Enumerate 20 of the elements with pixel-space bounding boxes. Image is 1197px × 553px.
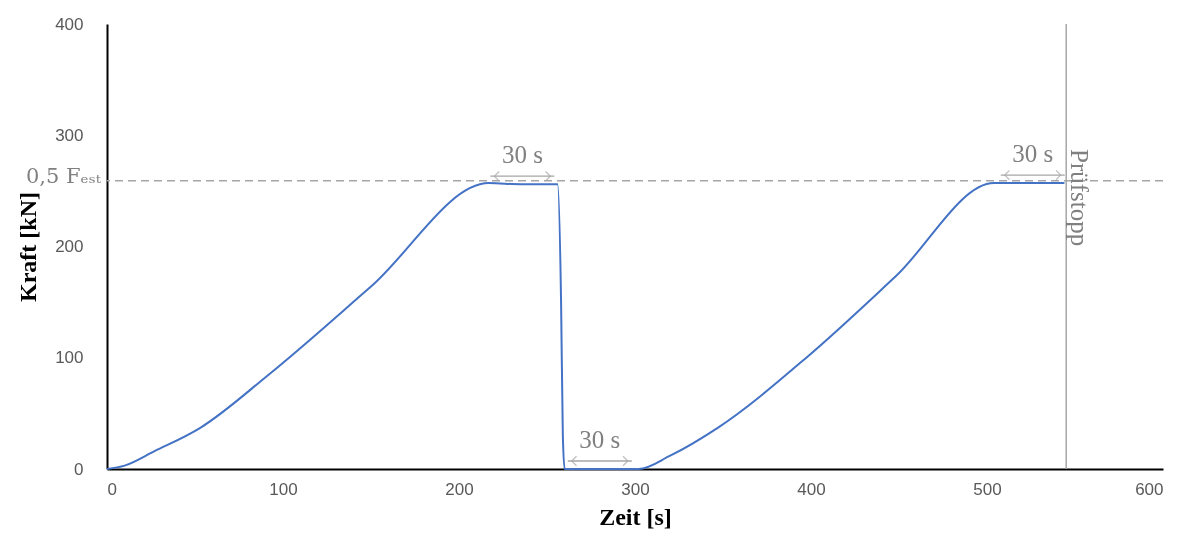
- x-tick-label: 600: [1135, 479, 1164, 499]
- x-tick-label: 500: [973, 479, 1002, 499]
- x-tick-label: 400: [797, 479, 826, 499]
- ref-line-label: Prüfstopp: [1066, 149, 1094, 247]
- annotation: 30 s: [501, 141, 543, 169]
- y-tick-label: 100: [55, 348, 84, 368]
- x-tick-label: 100: [269, 479, 298, 499]
- x-tick-label: 0: [107, 479, 117, 499]
- ref-line-label: 0,5 Fₑₛₜ: [25, 163, 102, 188]
- y-tick-label: 200: [55, 237, 84, 256]
- x-tick-label: 200: [445, 479, 474, 499]
- y-tick-label: 0: [74, 459, 84, 479]
- line-series: [106, 182, 1066, 470]
- y-tick-label: 300: [55, 125, 84, 145]
- y-axis-title: Kraft [kN]: [15, 192, 42, 302]
- annotation: 30 s: [1012, 140, 1054, 168]
- y-tick-label: 400: [55, 14, 84, 34]
- x-axis-title: Zeit [s]: [599, 503, 672, 530]
- annotation: 30 s: [579, 426, 621, 453]
- x-tick-label: 300: [621, 479, 650, 499]
